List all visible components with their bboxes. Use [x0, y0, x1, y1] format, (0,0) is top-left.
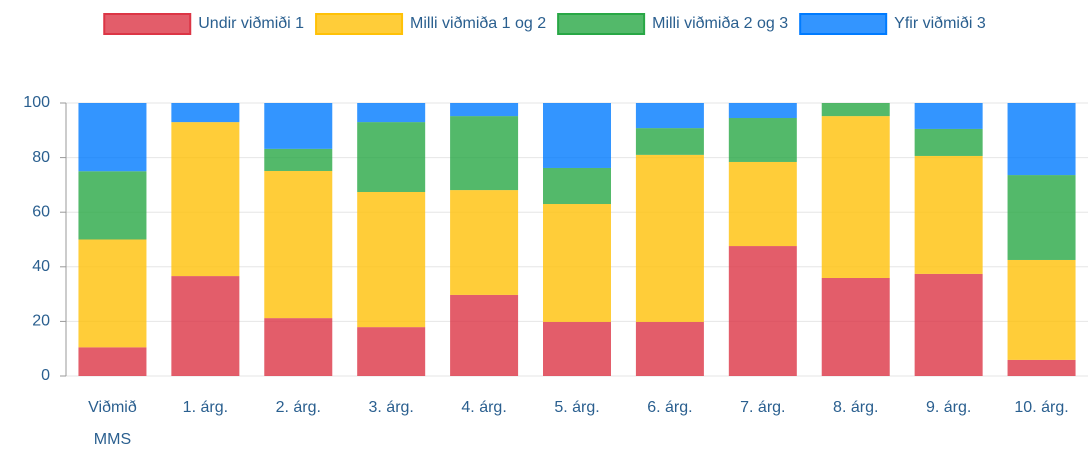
- bar-segment: [543, 167, 611, 205]
- legend-swatch: [103, 13, 192, 35]
- x-tick-label: 8. árg.: [833, 399, 878, 416]
- bar-segment: [264, 148, 333, 171]
- legend-swatch: [315, 13, 404, 35]
- bar-segment: [357, 122, 426, 192]
- y-tick-label: 80: [32, 149, 50, 166]
- bar-segment: [264, 318, 333, 376]
- bar-segment: [635, 154, 704, 322]
- bar-segment: [914, 155, 983, 274]
- bar-segment: [543, 204, 611, 322]
- bar-segment: [543, 321, 611, 376]
- bar-segment: [264, 103, 333, 149]
- bar-segment: [78, 347, 147, 376]
- x-tick-label: 7. árg.: [740, 399, 785, 416]
- x-tick-label: 2. árg.: [276, 399, 321, 416]
- bar-segment: [171, 122, 240, 277]
- bar-segment: [450, 103, 519, 117]
- bar-segment: [1007, 175, 1076, 260]
- legend-label: Milli viðmiða 2 og 3: [652, 15, 788, 32]
- bar-segment: [821, 116, 890, 278]
- bar-segment: [78, 171, 147, 240]
- bar-segment: [635, 128, 704, 155]
- y-tick-label: 0: [41, 367, 50, 384]
- bar-segment: [914, 273, 983, 376]
- bar-segment: [1007, 103, 1076, 176]
- bar-segment: [450, 294, 519, 376]
- y-tick-label: 100: [23, 94, 50, 111]
- x-tick-label: Viðmið MMS: [88, 399, 137, 448]
- bar-segment: [78, 239, 147, 348]
- legend-label: Undir viðmiði 1: [198, 15, 304, 32]
- bar-segment: [171, 276, 240, 376]
- bar-segment: [357, 103, 426, 123]
- legend-label: Milli viðmiða 1 og 2: [410, 15, 546, 32]
- legend-item: Undir viðmiði 1: [103, 13, 304, 35]
- x-tick-label: 10. árg.: [1014, 399, 1068, 416]
- bar-segment: [635, 321, 704, 376]
- bar-segment: [728, 103, 797, 119]
- legend-item: Yfir viðmiði 3: [799, 13, 986, 35]
- bar-segment: [728, 118, 797, 162]
- bar-segment: [914, 128, 983, 156]
- bar-segment: [914, 103, 983, 129]
- bar-segment: [543, 103, 611, 168]
- x-tick-label: 3. árg.: [369, 399, 414, 416]
- legend-item: Milli viðmiða 2 og 3: [557, 13, 788, 35]
- legend-swatch: [557, 13, 646, 35]
- bar-segment: [78, 103, 147, 172]
- bar-segment: [264, 170, 333, 319]
- bar-segment: [821, 277, 890, 376]
- legend-label: Yfir viðmiði 3: [894, 15, 986, 32]
- bar-segment: [1007, 359, 1076, 376]
- x-tick-label: 1. árg.: [183, 399, 228, 416]
- bar-segment: [357, 191, 426, 328]
- bar-segment: [171, 103, 240, 123]
- bar-segment: [450, 116, 519, 191]
- bar-segment: [728, 161, 797, 247]
- bar-segment: [821, 103, 890, 117]
- legend-item: Milli viðmiða 1 og 2: [315, 13, 546, 35]
- y-tick-label: 60: [32, 203, 50, 220]
- bar-segment: [728, 246, 797, 376]
- bar-segment: [635, 103, 704, 129]
- x-tick-label: 5. árg.: [554, 399, 599, 416]
- x-tick-label: 9. árg.: [926, 399, 971, 416]
- bar-segment: [1007, 259, 1076, 360]
- y-tick-label: 40: [32, 258, 50, 275]
- bar-segment: [357, 327, 426, 376]
- legend-swatch: [799, 13, 888, 35]
- y-tick-label: 20: [32, 313, 50, 330]
- x-tick-label: 6. árg.: [647, 399, 692, 416]
- bar-segment: [450, 190, 519, 295]
- x-tick-label: 4. árg.: [461, 399, 506, 416]
